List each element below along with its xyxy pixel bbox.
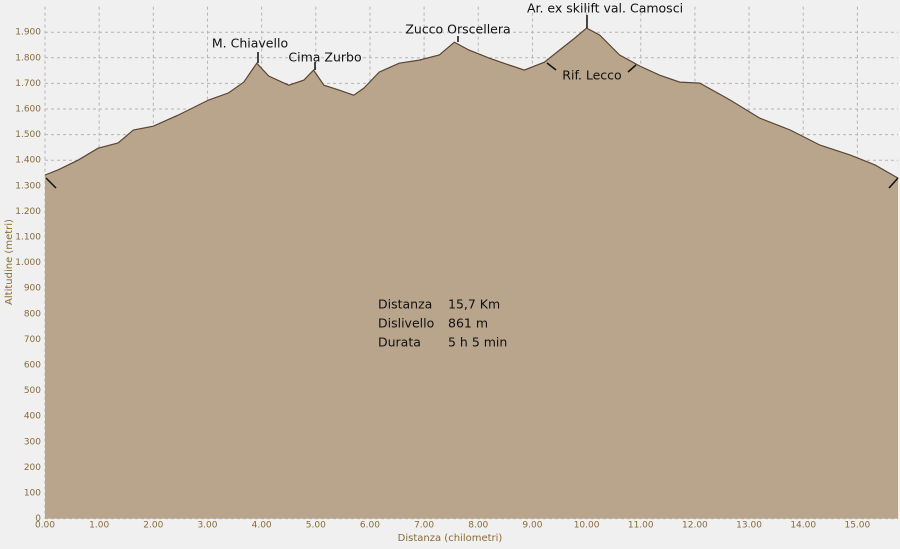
- x-tick-label: 7.00: [414, 521, 434, 531]
- y-tick-label: 1.300: [15, 181, 41, 191]
- x-tick-label: 13.00: [736, 521, 762, 531]
- marker: [627, 64, 637, 73]
- info-label: Durata: [378, 335, 421, 350]
- y-tick-label: 300: [24, 437, 41, 447]
- x-tick-label: 6.00: [360, 521, 380, 531]
- y-tick-label: 1.200: [15, 207, 41, 217]
- info-label: Dislivello: [378, 316, 434, 331]
- y-tick-label: 1.400: [15, 156, 41, 166]
- x-tick-label: 12.00: [682, 521, 708, 531]
- x-tick-label: 5.00: [306, 521, 326, 531]
- x-tick-label: 0.00: [35, 521, 55, 531]
- marker: [546, 62, 557, 71]
- y-axis-label: Altitudine (metri): [4, 219, 15, 305]
- info-box: Distanza 15,7 Km Dislivello 861 m Durata…: [378, 297, 507, 350]
- y-tick-label: 800: [24, 309, 41, 319]
- y-tick-label: 1.600: [15, 105, 41, 115]
- annotation: M. Chiavello: [212, 36, 288, 51]
- x-tick-label: 4.00: [252, 521, 272, 531]
- info-value: 5 h 5 min: [448, 335, 507, 350]
- y-tick-label: 500: [24, 386, 41, 396]
- y-tick-label: 0: [35, 514, 41, 524]
- marker: [888, 177, 899, 189]
- y-tick-label: 600: [24, 361, 41, 371]
- x-tick-label: 9.00: [522, 521, 542, 531]
- x-tick-label: 8.00: [468, 521, 488, 531]
- y-tick-label: 1.900: [15, 28, 41, 38]
- y-tick-label: 100: [24, 489, 41, 499]
- info-value: 861 m: [448, 316, 488, 331]
- y-tick-label: 400: [24, 412, 41, 422]
- x-tick-label: 3.00: [197, 521, 217, 531]
- x-tick-label: 2.00: [143, 521, 163, 531]
- info-value: 15,7 Km: [448, 297, 500, 312]
- y-tick-label: 1.100: [15, 233, 41, 243]
- x-axis-label: Distanza (chilometri): [398, 533, 503, 544]
- x-tick-label: 10.00: [574, 521, 600, 531]
- marker: [45, 177, 57, 189]
- annotation: Zucco Orscellera: [405, 22, 510, 37]
- x-tick-label: 15.00: [844, 521, 870, 531]
- info-label: Distanza: [378, 297, 432, 312]
- annotation: Ar. ex skilift val. Camosci: [527, 1, 683, 16]
- x-tick-label: 11.00: [628, 521, 654, 531]
- y-tick-label: 900: [24, 284, 41, 294]
- y-tick-label: 1.700: [15, 79, 41, 89]
- annotation: Cima Zurbo: [288, 50, 361, 65]
- y-tick-label: 200: [24, 463, 41, 473]
- y-tick-label: 1.500: [15, 130, 41, 140]
- y-tick-label: 700: [24, 335, 41, 345]
- x-tick-label: 14.00: [790, 521, 816, 531]
- line: [44, 27, 899, 179]
- area: [45, 28, 898, 519]
- y-tick-label: 1.800: [15, 53, 41, 63]
- x-tick-label: 1.00: [89, 521, 109, 531]
- annotation: Rif. Lecco: [562, 68, 621, 83]
- y-tick-label: 1.000: [15, 258, 41, 268]
- markers: [45, 15, 899, 189]
